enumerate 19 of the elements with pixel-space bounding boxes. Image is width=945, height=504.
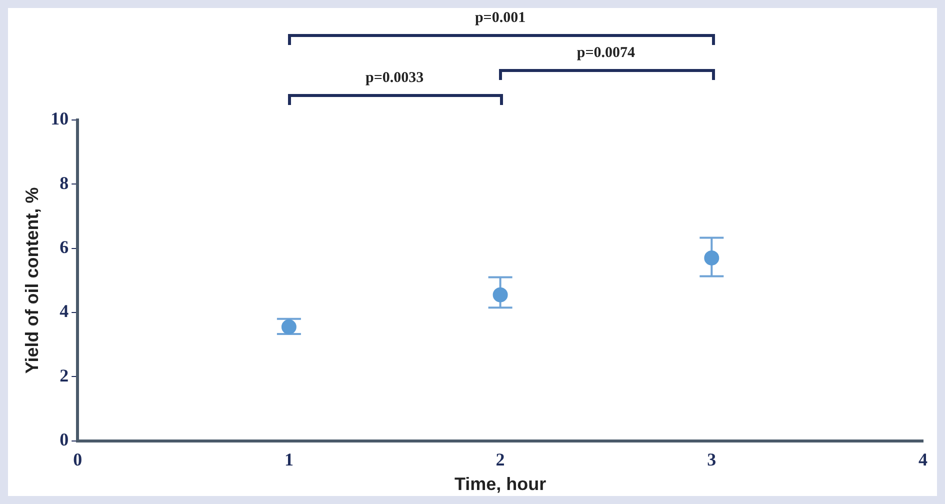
point [492, 287, 508, 302]
text: p=0.0033 [364, 70, 425, 87]
x-tick-label: 3 [707, 449, 716, 470]
y-tick-label: 10 [50, 108, 69, 129]
y-tick-label: 0 [60, 429, 69, 450]
point [704, 250, 720, 266]
y-tick-label: 8 [60, 172, 69, 193]
x-tick-label: 1 [284, 449, 294, 470]
y-axis-title: Yield of oil content, % [22, 187, 42, 374]
point [281, 319, 296, 334]
y-tick-label: 2 [60, 365, 69, 386]
x-tick-label: 0 [73, 449, 82, 470]
y-tick-label: 6 [60, 236, 69, 257]
x-axis-title: Time, hour [454, 474, 546, 494]
y-tick-label: 4 [60, 301, 69, 322]
text: p=0.001 [474, 10, 527, 27]
x-tick-label: 2 [496, 449, 505, 470]
text: p=0.0074 [576, 45, 636, 62]
x-tick-label: 4 [918, 449, 928, 470]
